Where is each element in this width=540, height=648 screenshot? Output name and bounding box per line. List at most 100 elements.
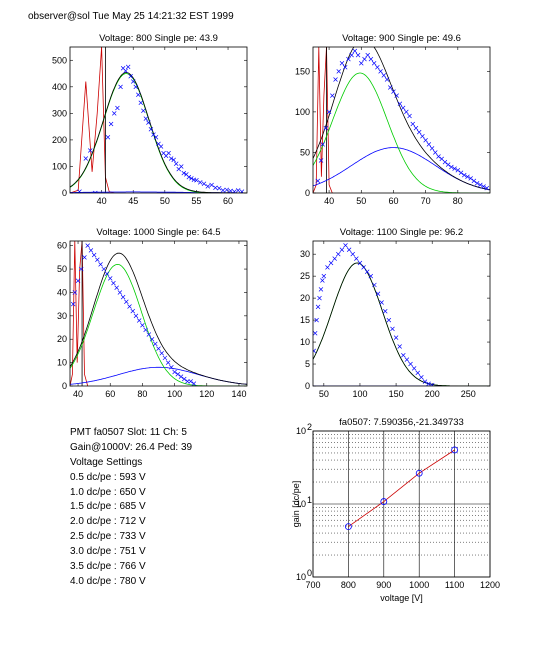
plot-frame xyxy=(312,46,491,194)
data-point xyxy=(186,174,192,180)
data-point xyxy=(209,182,214,188)
data-point xyxy=(149,336,155,342)
total-fit xyxy=(70,252,247,385)
y-tick-label: 150 xyxy=(295,66,310,76)
chart-title: Voltage: 1000 Single pe: 64.5 xyxy=(96,227,220,238)
data-point xyxy=(130,308,136,314)
data-point xyxy=(346,56,351,62)
data-point xyxy=(130,79,136,84)
data-point xyxy=(471,178,477,184)
data-point xyxy=(452,166,457,171)
x-tick-label: 200 xyxy=(425,389,440,399)
data-point xyxy=(136,318,142,323)
data-point xyxy=(400,105,406,111)
x-tick-label: 40 xyxy=(73,389,83,399)
data-point xyxy=(433,150,438,155)
y-tick-label: 15 xyxy=(300,315,310,325)
data-point xyxy=(320,278,325,283)
data-point xyxy=(235,188,241,193)
data-point xyxy=(336,251,341,257)
data-point xyxy=(120,294,126,300)
data-point xyxy=(378,69,383,74)
data-point xyxy=(332,256,337,261)
data-point xyxy=(416,129,422,135)
y-tick-label: 50 xyxy=(300,147,310,157)
y-tick-label: 5 xyxy=(305,359,310,369)
y-tick-label: 0 xyxy=(62,381,67,391)
data-point xyxy=(220,188,226,193)
data-point xyxy=(401,352,406,358)
data-point xyxy=(349,52,354,58)
data-point xyxy=(232,189,237,193)
data-point xyxy=(153,135,159,140)
data-point xyxy=(315,178,321,184)
data-point xyxy=(359,60,364,66)
plot-content xyxy=(70,47,247,193)
data-point xyxy=(320,142,325,147)
data-point xyxy=(175,372,181,377)
data-point xyxy=(404,109,409,115)
data-point xyxy=(410,121,416,127)
data-point xyxy=(393,335,399,340)
data-point xyxy=(133,313,139,319)
data-point xyxy=(117,290,123,295)
data-point xyxy=(468,176,473,181)
y-tick-label: 30 xyxy=(300,249,310,259)
data-point xyxy=(75,278,81,284)
info-line: 0.5 dc/pe : 593 V xyxy=(70,471,146,483)
y-tick-label: 100 xyxy=(295,107,310,117)
data-point xyxy=(368,273,374,279)
data-point xyxy=(228,188,233,193)
data-point xyxy=(108,121,114,127)
total-fit xyxy=(70,72,247,193)
data-point xyxy=(124,299,129,305)
data-point xyxy=(352,48,358,54)
data-point xyxy=(333,77,338,82)
data-point xyxy=(114,285,119,291)
y-tick-label: 20 xyxy=(300,293,310,303)
data-point xyxy=(95,257,100,262)
data-point xyxy=(123,68,128,74)
info-line: PMT fa0507 Slot: 11 Ch: 5 xyxy=(70,427,187,438)
y-tick-exponent: 1 xyxy=(307,495,312,505)
gain-fit-line xyxy=(348,449,455,527)
x-tick-label: 40 xyxy=(97,196,107,206)
x-tick-label: 120 xyxy=(199,389,214,399)
data-point xyxy=(326,109,332,115)
data-point xyxy=(328,260,334,266)
data-point xyxy=(146,332,152,337)
data-point xyxy=(478,182,483,188)
data-point xyxy=(98,262,103,267)
x-tick-label: 150 xyxy=(389,389,404,399)
data-point xyxy=(318,287,324,292)
data-point xyxy=(72,290,78,295)
x-tick-label: 250 xyxy=(461,389,476,399)
data-point xyxy=(371,60,377,66)
gain-panel: fa0507: 7.590356,-21.349733 700 800 900 1000… xyxy=(291,417,500,603)
data-point xyxy=(449,164,454,170)
data-point xyxy=(88,248,94,253)
data-point xyxy=(313,348,316,354)
info-line: 2.0 dc/pe : 712 V xyxy=(70,516,146,528)
data-point xyxy=(445,162,451,167)
data-point xyxy=(87,148,93,153)
x-tick-label: 800 xyxy=(341,580,356,590)
y-tick-label: 400 xyxy=(52,82,67,92)
y-tick-label: 30 xyxy=(57,311,67,321)
plot-content xyxy=(70,241,247,386)
single-pe-fit xyxy=(313,72,490,193)
info-line: 3.0 dc/pe : 751 V xyxy=(70,546,146,558)
data-point xyxy=(429,382,435,386)
y-axis-label: gain [dc/pe] xyxy=(291,481,301,528)
data-point xyxy=(171,157,176,163)
data-point xyxy=(138,100,144,105)
data-point xyxy=(413,125,419,131)
data-point xyxy=(162,355,168,361)
data-point xyxy=(426,381,431,386)
gain-point xyxy=(451,446,459,454)
data-point xyxy=(224,187,230,193)
data-point xyxy=(397,344,402,349)
data-point xyxy=(91,252,97,258)
data-point xyxy=(339,60,345,66)
data-point xyxy=(143,116,149,121)
